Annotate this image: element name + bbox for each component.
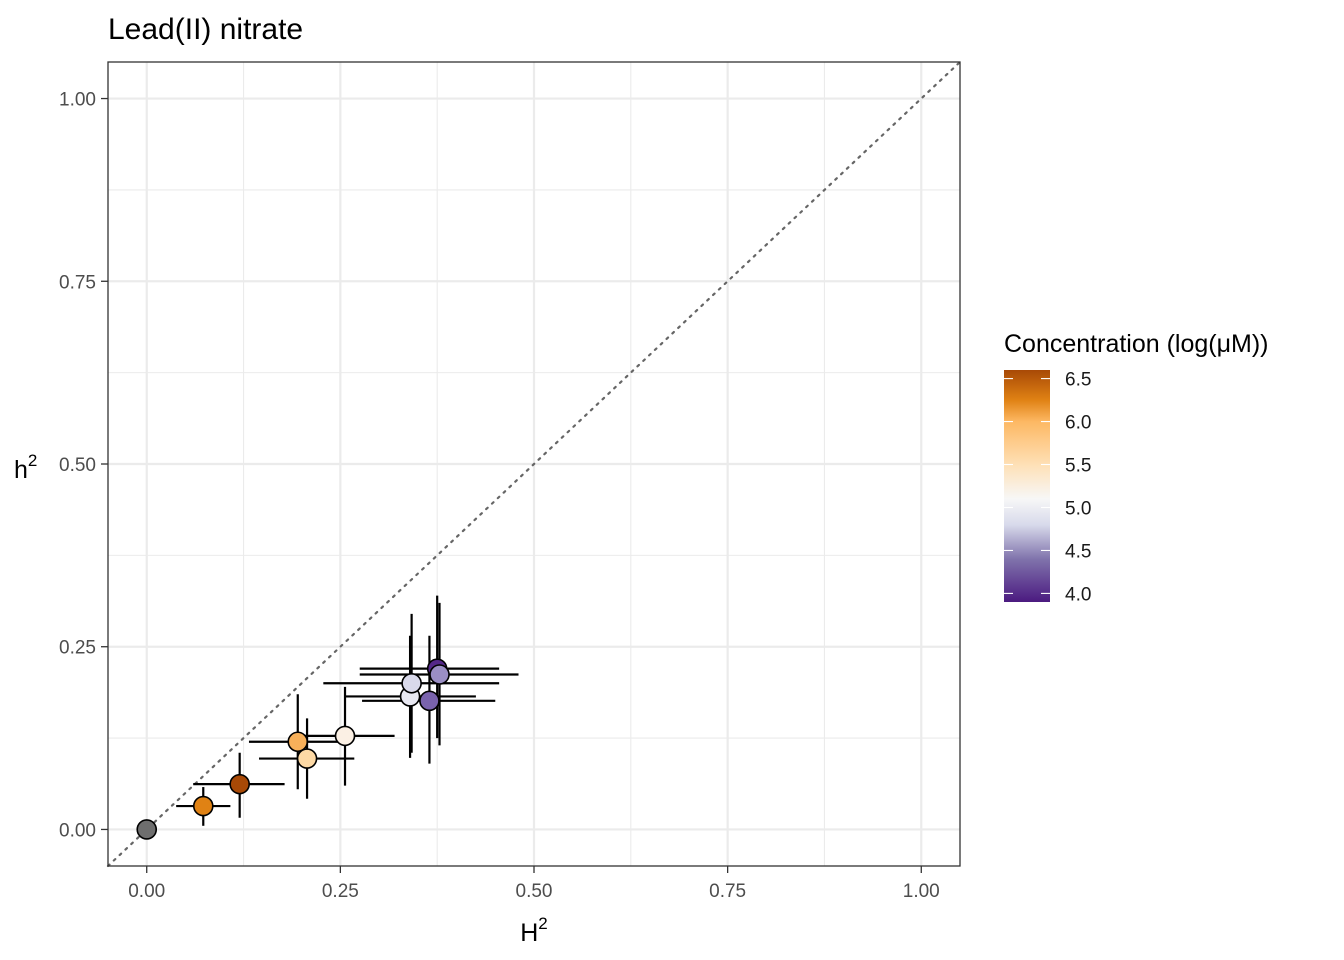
y-axis-title: h2: [14, 451, 37, 484]
data-point: [334, 725, 356, 747]
x-tick-label: 0.25: [322, 881, 359, 902]
colorbar-tick-label: 4.5: [1065, 541, 1091, 562]
data-point: [192, 795, 214, 817]
x-tick-label: 0.00: [128, 881, 165, 902]
y-tick-label: 0.75: [59, 272, 96, 293]
x-axis: 0.00 0.25 0.50 0.75 1.00: [128, 866, 940, 902]
x-axis-title: H2: [520, 914, 548, 947]
y-tick-label: 1.00: [59, 90, 96, 111]
colorbar-tick-label: 5.5: [1065, 456, 1091, 477]
x-axis-title-superscript: 2: [538, 914, 547, 933]
data-point: [429, 664, 450, 685]
colorbar-tick-label: 4.0: [1065, 584, 1091, 605]
colorbar-gradient: [1004, 370, 1050, 602]
y-tick-label: 0.50: [59, 455, 96, 476]
data-points: [136, 658, 450, 840]
y-axis-title-base: h: [14, 456, 28, 484]
data-point: [287, 731, 309, 753]
data-point: [296, 748, 318, 769]
data-point: [419, 690, 440, 712]
colorbar-tick-label: 6.5: [1065, 370, 1091, 391]
chart-title: Lead(II) nitrate: [108, 13, 303, 46]
y-axis-title-superscript: 2: [28, 451, 37, 470]
data-point: [401, 672, 422, 694]
data-point: [136, 819, 158, 840]
colorbar-tick-label: 5.0: [1065, 498, 1091, 519]
data-point: [229, 773, 250, 795]
y-tick-label: 0.25: [59, 638, 96, 659]
colorbar-title: Concentration (log(μM)): [1004, 330, 1269, 358]
colorbar-ticks: 6.5 6.0 5.5 5.0 4.5 4.0: [1004, 370, 1091, 605]
colorbar-legend: Concentration (log(μM)) 6.5 6.0 5.5 5.0 4.5 4…: [1004, 330, 1269, 605]
x-tick-label: 0.50: [516, 881, 553, 902]
x-tick-label: 0.75: [709, 881, 746, 902]
identity-reference-line: [106, 60, 962, 868]
colorbar-tick-label: 6.0: [1065, 413, 1091, 434]
x-axis-title-base: H: [520, 919, 538, 947]
y-axis: 0.00 0.25 0.50 0.75 1.00: [59, 90, 108, 841]
x-tick-label: 1.00: [903, 881, 940, 902]
y-tick-label: 0.00: [59, 820, 96, 841]
